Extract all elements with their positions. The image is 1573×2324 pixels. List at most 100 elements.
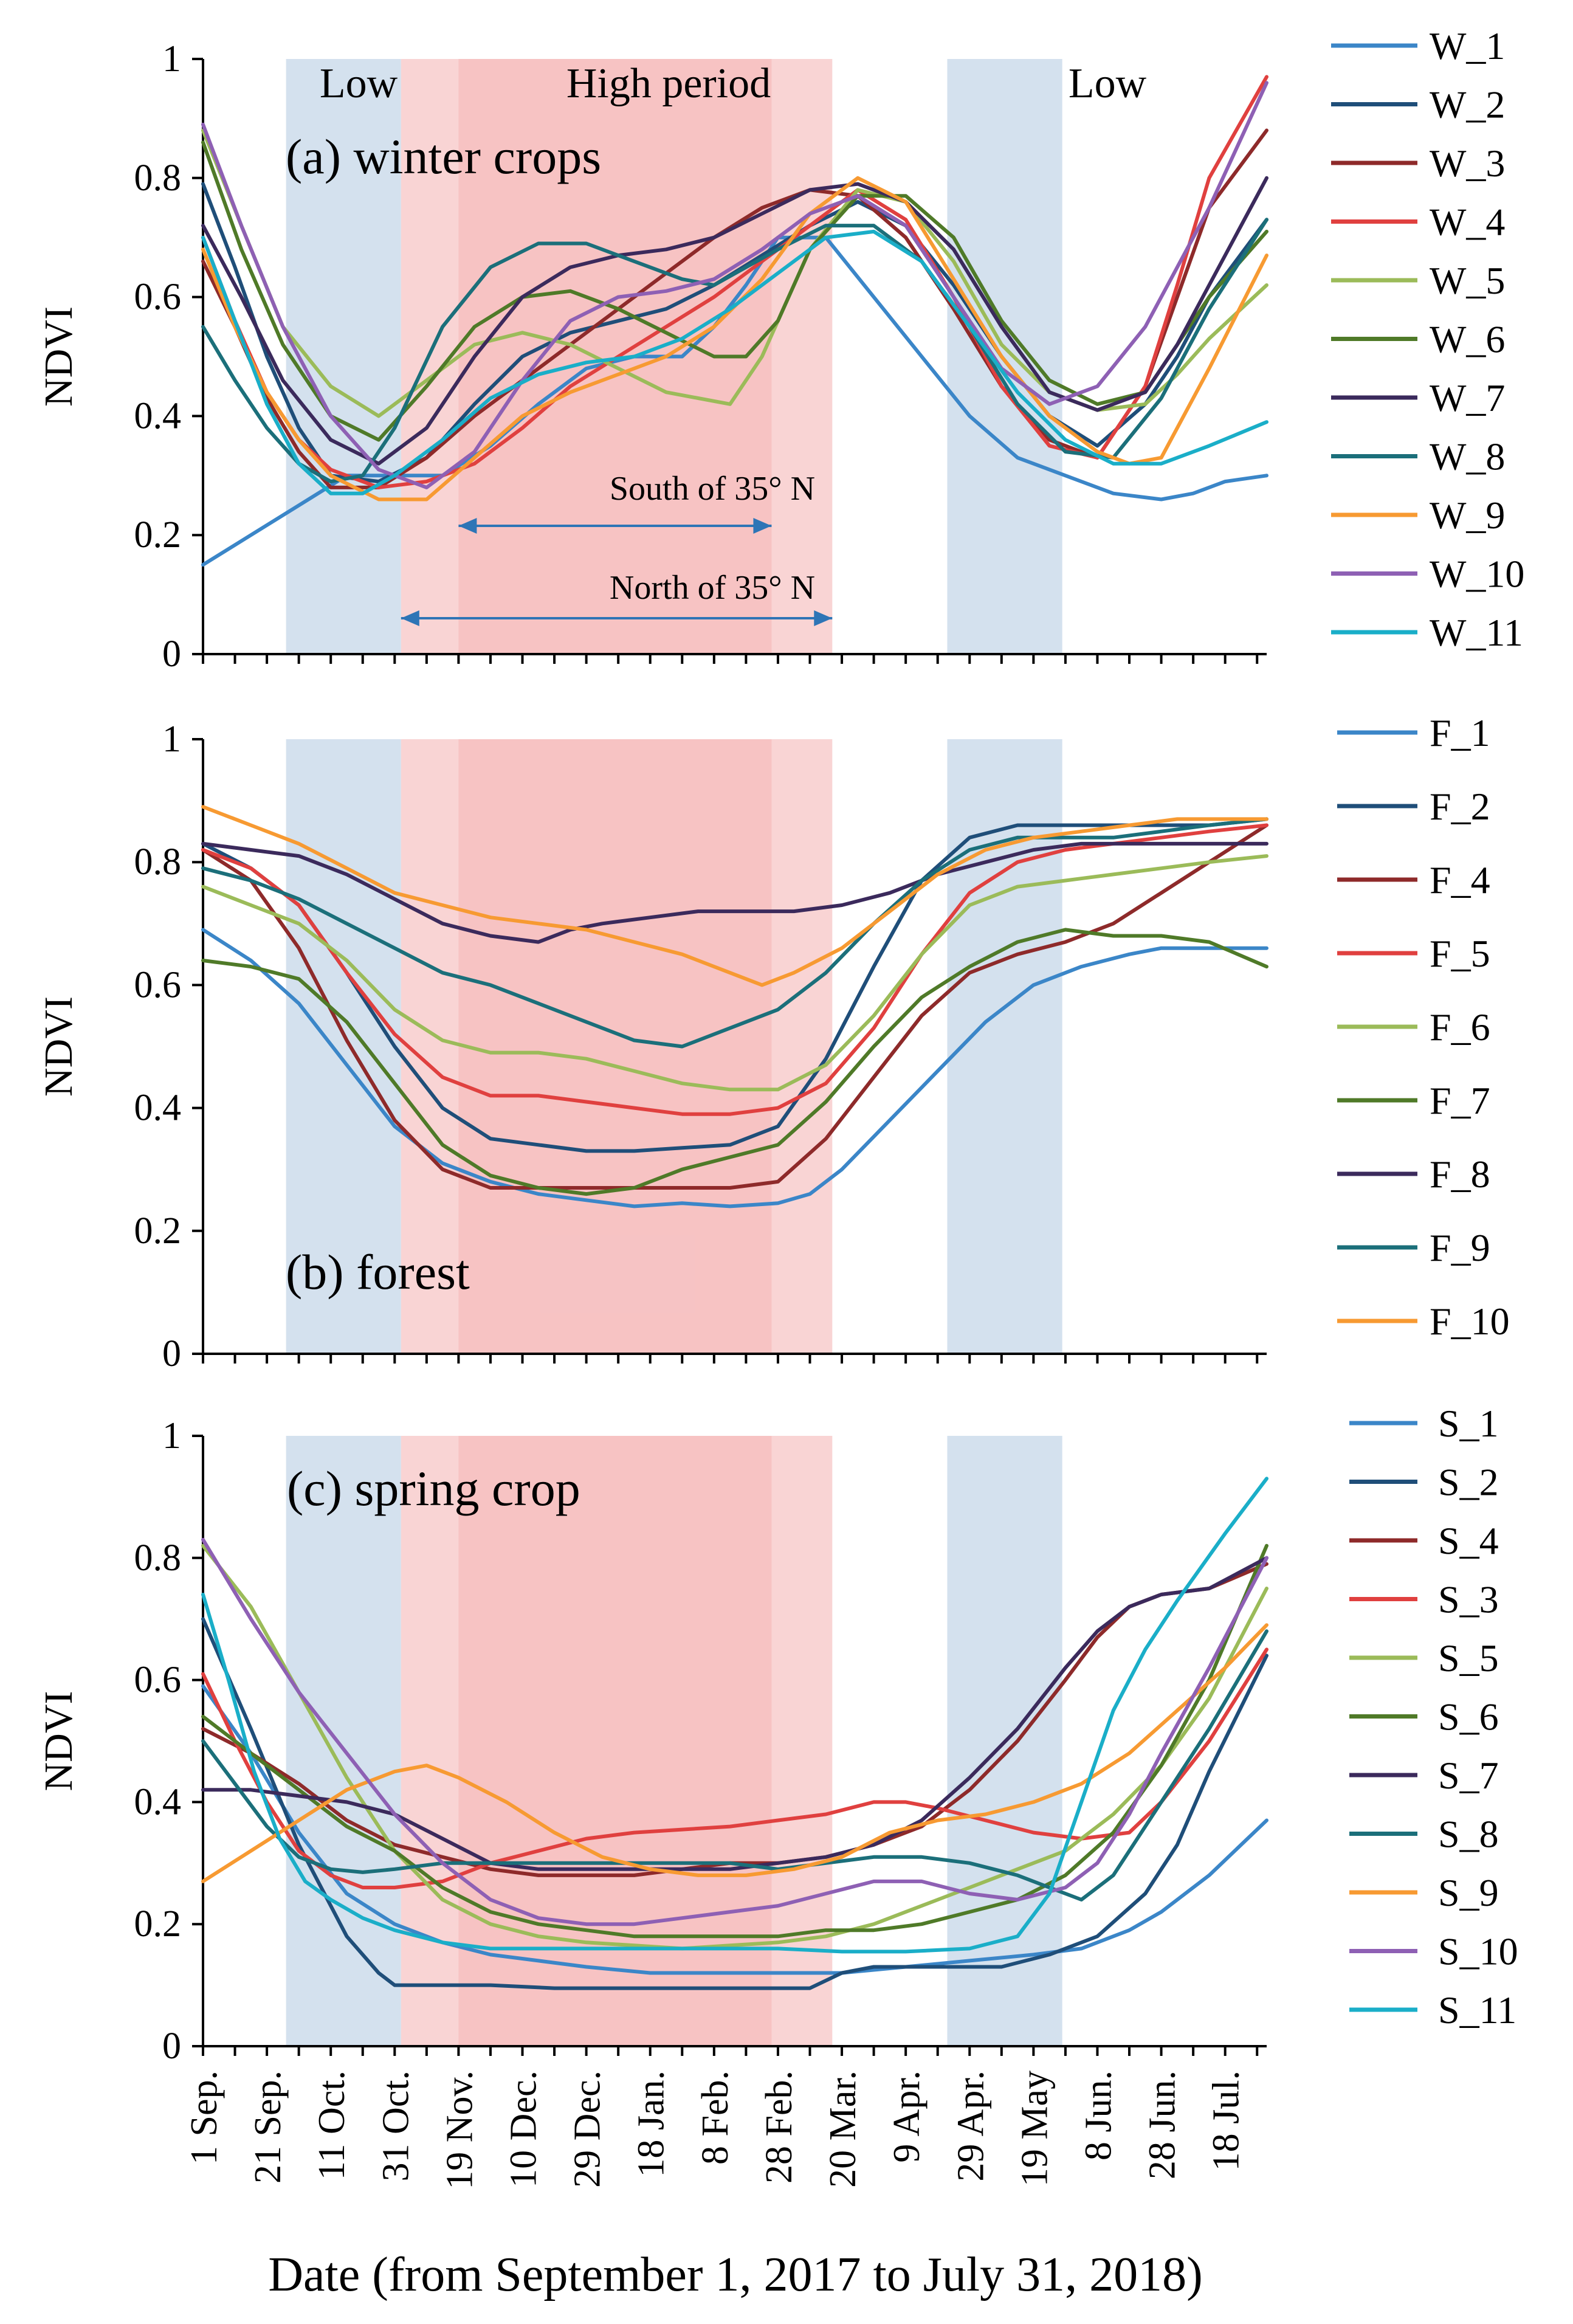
legend-label: S_4 (1438, 1519, 1499, 1562)
x-tick-label: 19 May (1014, 2071, 1055, 2187)
x-tick-label: 8 Feb. (695, 2071, 736, 2165)
x-tick-label: 28 Jun. (1142, 2071, 1183, 2179)
north-arrow-head-right (814, 610, 833, 626)
x-tick-label: 28 Feb. (759, 2071, 800, 2184)
legend-label: W_2 (1430, 83, 1505, 126)
legend-label: S_7 (1438, 1754, 1499, 1797)
legend-label: S_6 (1438, 1695, 1499, 1739)
x-tick-label: 20 Mar. (822, 2071, 864, 2188)
series-line-f-10 (201, 805, 1268, 987)
x-tick-label: 9 Apr. (886, 2071, 928, 2163)
y-axis-label: NDVI (36, 306, 81, 407)
x-tick-label: 11 Oct. (311, 2071, 353, 2180)
period-band (458, 739, 772, 1354)
legend-label: S_10 (1438, 1930, 1518, 1973)
period-band (286, 739, 401, 1354)
series-line-f-8 (201, 841, 1268, 944)
legend-label: W_4 (1430, 201, 1505, 244)
y-tick-label: 0.2 (134, 1903, 182, 1945)
period-band (947, 59, 1062, 654)
panel-2: 0 0.2 0.4 0.6 0.8 1 NDVI (b) forest F_1 F_2 F_4 F_5… (36, 711, 1510, 1374)
legend-label: F_5 (1430, 932, 1490, 975)
y-tick-label: 0.4 (134, 1781, 182, 1822)
series-line-f-2 (201, 817, 1268, 1153)
x-tick-label: 19 Nov. (439, 2071, 480, 2190)
series-line-s-5 (201, 1543, 1268, 1951)
legend-label: F_7 (1430, 1079, 1490, 1122)
north-label: North of 35° N (610, 569, 815, 607)
panel-title: (c) spring crop (287, 1461, 580, 1516)
south-label: South of 35° N (610, 470, 815, 508)
y-tick-label: 1 (162, 1415, 181, 1457)
legend-label: S_2 (1438, 1461, 1499, 1504)
x-tick-label: 1 Sep. (184, 2071, 225, 2165)
legend-label: W_3 (1430, 142, 1505, 185)
x-tick-label: 10 Dec. (503, 2071, 545, 2188)
y-axis-label: NDVI (36, 1691, 81, 1791)
y-tick-label: 0.2 (134, 1210, 182, 1252)
period-band (947, 739, 1062, 1354)
x-tick-label: 29 Dec. (567, 2071, 608, 2188)
legend-label: W_6 (1430, 318, 1505, 361)
y-tick-label: 0.8 (134, 841, 182, 883)
series-line-f-9 (201, 817, 1268, 1049)
panels: 0 0.2 0.4 0.6 0.8 1 NDVI (a) winter crops W_1 W_2… (36, 24, 1524, 2302)
x-tick-label: 29 Apr. (950, 2071, 991, 2182)
north-arrow-head-left (401, 610, 419, 626)
low-period-label: Low (320, 60, 398, 107)
legend-label: F_10 (1430, 1300, 1510, 1343)
series-line-w-9 (201, 176, 1268, 502)
x-tick-label: 21 Sep. (247, 2071, 289, 2184)
x-tick-label: 8 Jun. (1078, 2071, 1119, 2160)
legend-label: W_10 (1430, 553, 1524, 596)
y-tick-label: 1 (162, 719, 181, 760)
legend-label: F_6 (1430, 1005, 1490, 1049)
series-line-s-2 (201, 1617, 1268, 1990)
x-tick-label: 18 Jul. (1206, 2071, 1247, 2171)
legend-label: F_4 (1430, 858, 1490, 902)
y-tick-label: 0.6 (134, 964, 182, 1005)
x-tick-label: 18 Jan. (631, 2071, 672, 2177)
legend-label: F_8 (1430, 1153, 1490, 1196)
legend-label: S_1 (1438, 1402, 1499, 1445)
legend-label: S_5 (1438, 1636, 1499, 1680)
y-axis-label: NDVI (36, 996, 81, 1097)
series-line-f-1 (201, 928, 1268, 1209)
series-line-f-4 (201, 823, 1268, 1190)
legend-label: S_9 (1438, 1871, 1499, 1914)
panel-title: (b) forest (286, 1244, 470, 1300)
series-line-f-6 (201, 854, 1268, 1092)
series-line-s-1 (201, 1684, 1268, 1975)
south-arrow-head-left (458, 518, 477, 534)
y-tick-label: 0.2 (134, 514, 182, 556)
legend-label: F_2 (1430, 785, 1490, 828)
series-line-s-8 (201, 1629, 1268, 1902)
series-line-w-10 (201, 81, 1268, 489)
y-tick-label: 0.4 (134, 395, 182, 436)
series-line-s-3 (201, 1647, 1268, 1889)
series-line-s-11 (201, 1477, 1268, 1954)
low-period-label-right: Low (1069, 60, 1147, 107)
legend-label: W_8 (1430, 435, 1505, 478)
series-line-w-11 (201, 229, 1268, 495)
y-tick-label: 0.6 (134, 277, 182, 318)
series-line-f-5 (201, 823, 1268, 1116)
legend-label: W_11 (1430, 611, 1523, 654)
y-tick-label: 0 (162, 1333, 181, 1374)
legend-label: W_9 (1430, 494, 1505, 537)
panel-1: 0 0.2 0.4 0.6 0.8 1 NDVI (a) winter crops W_1 W_2… (36, 24, 1524, 675)
x-tick-label: 31 Oct. (375, 2071, 416, 2182)
legend-label: F_9 (1430, 1226, 1490, 1269)
series-line-s-10 (201, 1537, 1268, 1926)
legend-label: S_3 (1438, 1578, 1499, 1621)
y-tick-label: 0.6 (134, 1660, 182, 1701)
x-axis-label: Date (from September 1, 2017 to July 31,… (268, 2248, 1203, 2302)
series-line-w-6 (201, 140, 1268, 442)
panel-title: (a) winter crops (286, 129, 601, 184)
legend-label: F_1 (1430, 711, 1490, 754)
y-tick-label: 0.8 (134, 1537, 182, 1579)
y-tick-label: 0.8 (134, 157, 182, 199)
legend-label: W_1 (1430, 24, 1505, 67)
legend-label: W_5 (1430, 259, 1505, 302)
